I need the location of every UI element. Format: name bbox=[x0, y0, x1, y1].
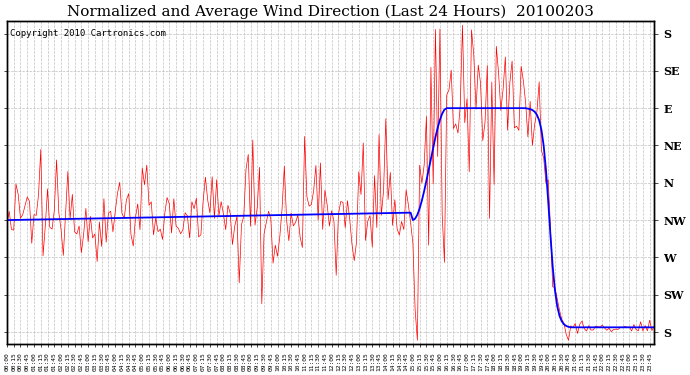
Title: Normalized and Average Wind Direction (Last 24 Hours)  20100203: Normalized and Average Wind Direction (L… bbox=[67, 4, 594, 18]
Text: Copyright 2010 Cartronics.com: Copyright 2010 Cartronics.com bbox=[10, 29, 166, 38]
